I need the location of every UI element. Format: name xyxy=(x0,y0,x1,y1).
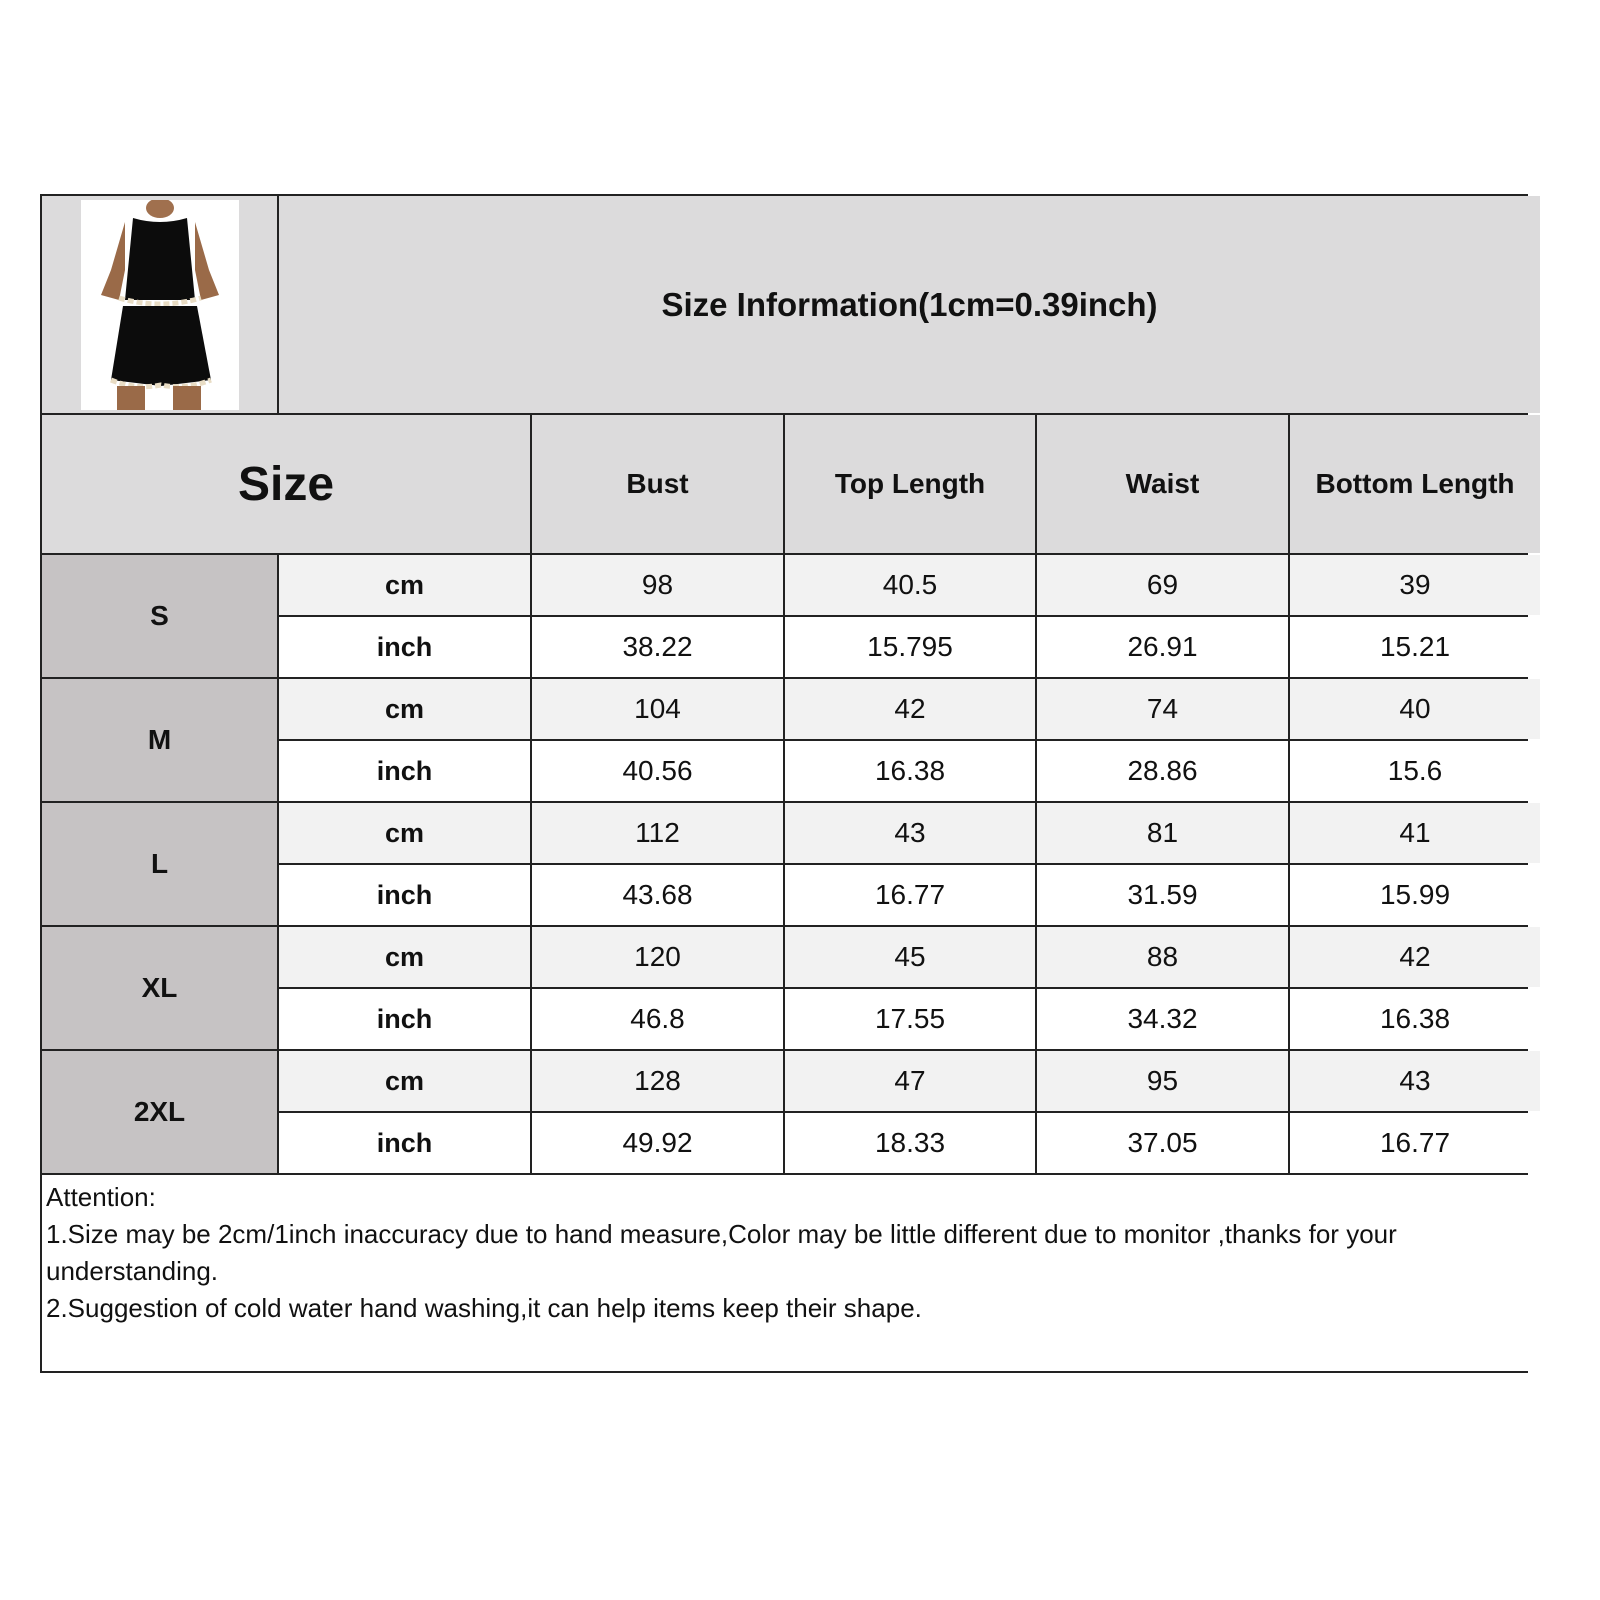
measurement-value: 112 xyxy=(532,803,783,863)
measurement-value: 42 xyxy=(785,679,1035,739)
measurement-value: 43 xyxy=(1290,1051,1540,1111)
measurement-value: 88 xyxy=(1037,927,1288,987)
measurement-value: 47 xyxy=(785,1051,1035,1111)
measurement-value: 15.795 xyxy=(785,617,1035,677)
measurement-value: 128 xyxy=(532,1051,783,1111)
measurement-value: 38.22 xyxy=(532,617,783,677)
size-label: L xyxy=(42,803,277,925)
unit-label: cm xyxy=(279,679,530,739)
measurement-value: 45 xyxy=(785,927,1035,987)
size-label: 2XL xyxy=(42,1051,277,1173)
measurement-value: 15.6 xyxy=(1290,741,1540,801)
measurement-value: 15.21 xyxy=(1290,617,1540,677)
measurement-value: 41 xyxy=(1290,803,1540,863)
size-label: S xyxy=(42,555,277,677)
unit-label: inch xyxy=(279,741,530,801)
note-heading: Attention: xyxy=(46,1182,156,1212)
note-line2: 2.Suggestion of cold water hand washing,… xyxy=(46,1293,922,1323)
unit-label: cm xyxy=(279,555,530,615)
unit-label: cm xyxy=(279,927,530,987)
unit-label: inch xyxy=(279,989,530,1049)
measurement-value: 28.86 xyxy=(1037,741,1288,801)
measurement-value: 34.32 xyxy=(1037,989,1288,1049)
measurement-value: 40 xyxy=(1290,679,1540,739)
product-image-cell xyxy=(42,196,277,413)
unit-label: inch xyxy=(279,617,530,677)
unit-label: inch xyxy=(279,865,530,925)
size-label: XL xyxy=(42,927,277,1049)
measurement-value: 37.05 xyxy=(1037,1113,1288,1173)
measurement-value: 42 xyxy=(1290,927,1540,987)
unit-label: cm xyxy=(279,803,530,863)
measurement-value: 104 xyxy=(532,679,783,739)
measurement-value: 40.56 xyxy=(532,741,783,801)
column-header-waist: Waist xyxy=(1037,415,1288,553)
measurement-value: 81 xyxy=(1037,803,1288,863)
attention-notes: Attention: 1.Size may be 2cm/1inch inaccu… xyxy=(42,1175,1540,1371)
measurement-value: 16.77 xyxy=(1290,1113,1540,1173)
measurement-value: 43 xyxy=(785,803,1035,863)
column-header-bust: Bust xyxy=(532,415,783,553)
measurement-value: 98 xyxy=(532,555,783,615)
measurement-value: 49.92 xyxy=(532,1113,783,1173)
measurement-value: 15.99 xyxy=(1290,865,1540,925)
measurement-value: 120 xyxy=(532,927,783,987)
unit-label: cm xyxy=(279,1051,530,1111)
measurement-value: 16.38 xyxy=(785,741,1035,801)
measurement-value: 31.59 xyxy=(1037,865,1288,925)
size-header: Size xyxy=(42,415,530,553)
measurement-value: 18.33 xyxy=(785,1113,1035,1173)
column-header-bottom-length: Bottom Length xyxy=(1290,415,1540,553)
note-line1: 1.Size may be 2cm/1inch inaccuracy due t… xyxy=(46,1219,1397,1286)
size-chart-table: Size Information(1cm=0.39inch) Size Bust… xyxy=(40,194,1540,1373)
measurement-value: 16.38 xyxy=(1290,989,1540,1049)
measurement-value: 16.77 xyxy=(785,865,1035,925)
measurement-value: 26.91 xyxy=(1037,617,1288,677)
size-label: M xyxy=(42,679,277,801)
measurement-value: 40.5 xyxy=(785,555,1035,615)
product-photo xyxy=(80,197,239,410)
measurement-value: 39 xyxy=(1290,555,1540,615)
measurement-value: 95 xyxy=(1037,1051,1288,1111)
measurement-value: 74 xyxy=(1037,679,1288,739)
chart-title: Size Information(1cm=0.39inch) xyxy=(279,196,1540,413)
unit-label: inch xyxy=(279,1113,530,1173)
measurement-value: 17.55 xyxy=(785,989,1035,1049)
measurement-value: 69 xyxy=(1037,555,1288,615)
column-header-top-length: Top Length xyxy=(785,415,1035,553)
measurement-value: 43.68 xyxy=(532,865,783,925)
measurement-value: 46.8 xyxy=(532,989,783,1049)
